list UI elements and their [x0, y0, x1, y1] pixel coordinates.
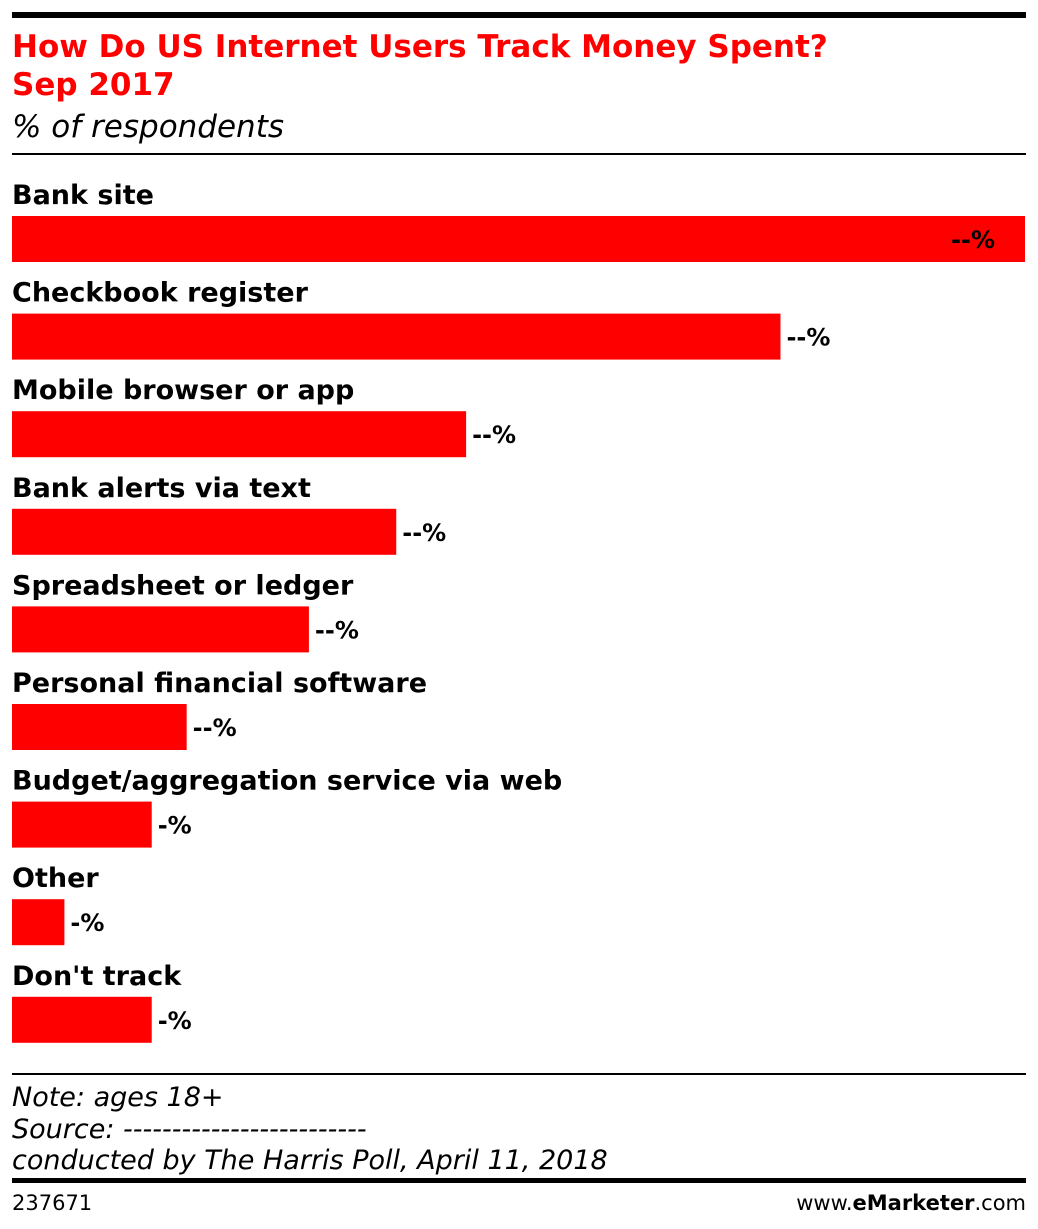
bar: [12, 996, 152, 1043]
bar: [12, 899, 65, 946]
logo-part: eMarketer: [853, 1191, 976, 1215]
bar: [12, 508, 397, 555]
logo-part: .com: [974, 1191, 1026, 1215]
bottom-rule: [12, 1178, 1026, 1183]
top-rule: [12, 12, 1026, 18]
chart-title: How Do US Internet Users Track Money Spe…: [12, 29, 828, 65]
bar: [12, 704, 187, 750]
category-label: Personal financial software: [12, 668, 427, 699]
category-label: Don't track: [12, 961, 182, 992]
logo: www.eMarketer.com: [796, 1191, 1026, 1215]
rule: [12, 1073, 1026, 1075]
chart-subtitle: % of respondents: [12, 109, 284, 145]
value-label: --%: [472, 421, 516, 449]
category-label: Other: [12, 863, 99, 894]
bar: [12, 606, 309, 653]
chart-id: 237671: [12, 1191, 92, 1215]
note: Note: ages 18+: [12, 1082, 224, 1113]
bar: [12, 801, 152, 848]
bar: [12, 216, 1025, 262]
value-label: --%: [193, 714, 237, 742]
bar: [12, 411, 467, 458]
value-label: -%: [158, 812, 192, 840]
value-label: -%: [158, 1007, 192, 1035]
category-label: Budget/aggregation service via web: [12, 766, 562, 797]
value-label: -%: [70, 909, 104, 937]
category-label: Bank alerts via text: [12, 473, 311, 504]
category-label: Bank site: [12, 180, 154, 211]
category-label: Spreadsheet or ledger: [12, 570, 354, 601]
rule: [12, 153, 1026, 155]
category-label: Mobile browser or app: [12, 375, 354, 406]
logo-part: www.: [796, 1191, 852, 1215]
category-label: Checkbook register: [12, 278, 309, 309]
value-label: --%: [315, 616, 359, 644]
note: Source: -------------------------: [12, 1114, 367, 1145]
note: conducted by The Harris Poll, April 11, …: [12, 1145, 608, 1176]
value-label: --%: [951, 226, 995, 254]
value-label: --%: [786, 324, 830, 352]
chart-title: Sep 2017: [12, 67, 175, 103]
value-label: --%: [402, 519, 446, 547]
bar: [12, 313, 781, 360]
